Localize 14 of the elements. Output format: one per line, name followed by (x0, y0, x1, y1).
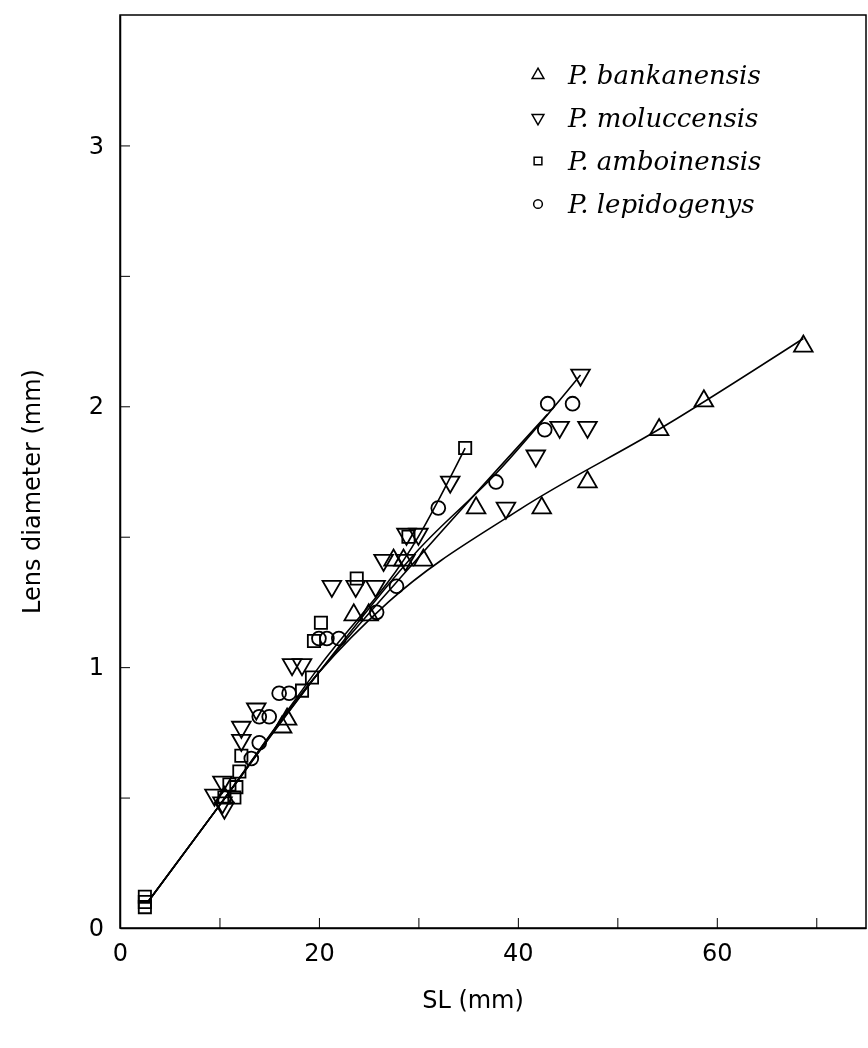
legend-label: P. amboinensis (567, 146, 762, 176)
x-tick-label: 20 (304, 939, 335, 968)
y-axis-title: Lens diameter (mm) (18, 369, 46, 614)
x-tick-label: 0 (112, 939, 129, 968)
x-tick-label: 40 (503, 939, 534, 968)
y-tick-label: 0 (88, 914, 104, 943)
legend-label: P. bankanensis (567, 60, 761, 90)
y-tick-label: 2 (88, 392, 104, 421)
x-tick-label: 60 (702, 939, 733, 968)
legend-label: P. moluccensis (567, 103, 759, 133)
x-axis-title: SL (mm) (422, 986, 524, 1014)
y-tick-label: 1 (88, 653, 104, 682)
y-tick-label: 3 (88, 131, 104, 160)
legend-label: P. lepidogenys (567, 189, 755, 219)
